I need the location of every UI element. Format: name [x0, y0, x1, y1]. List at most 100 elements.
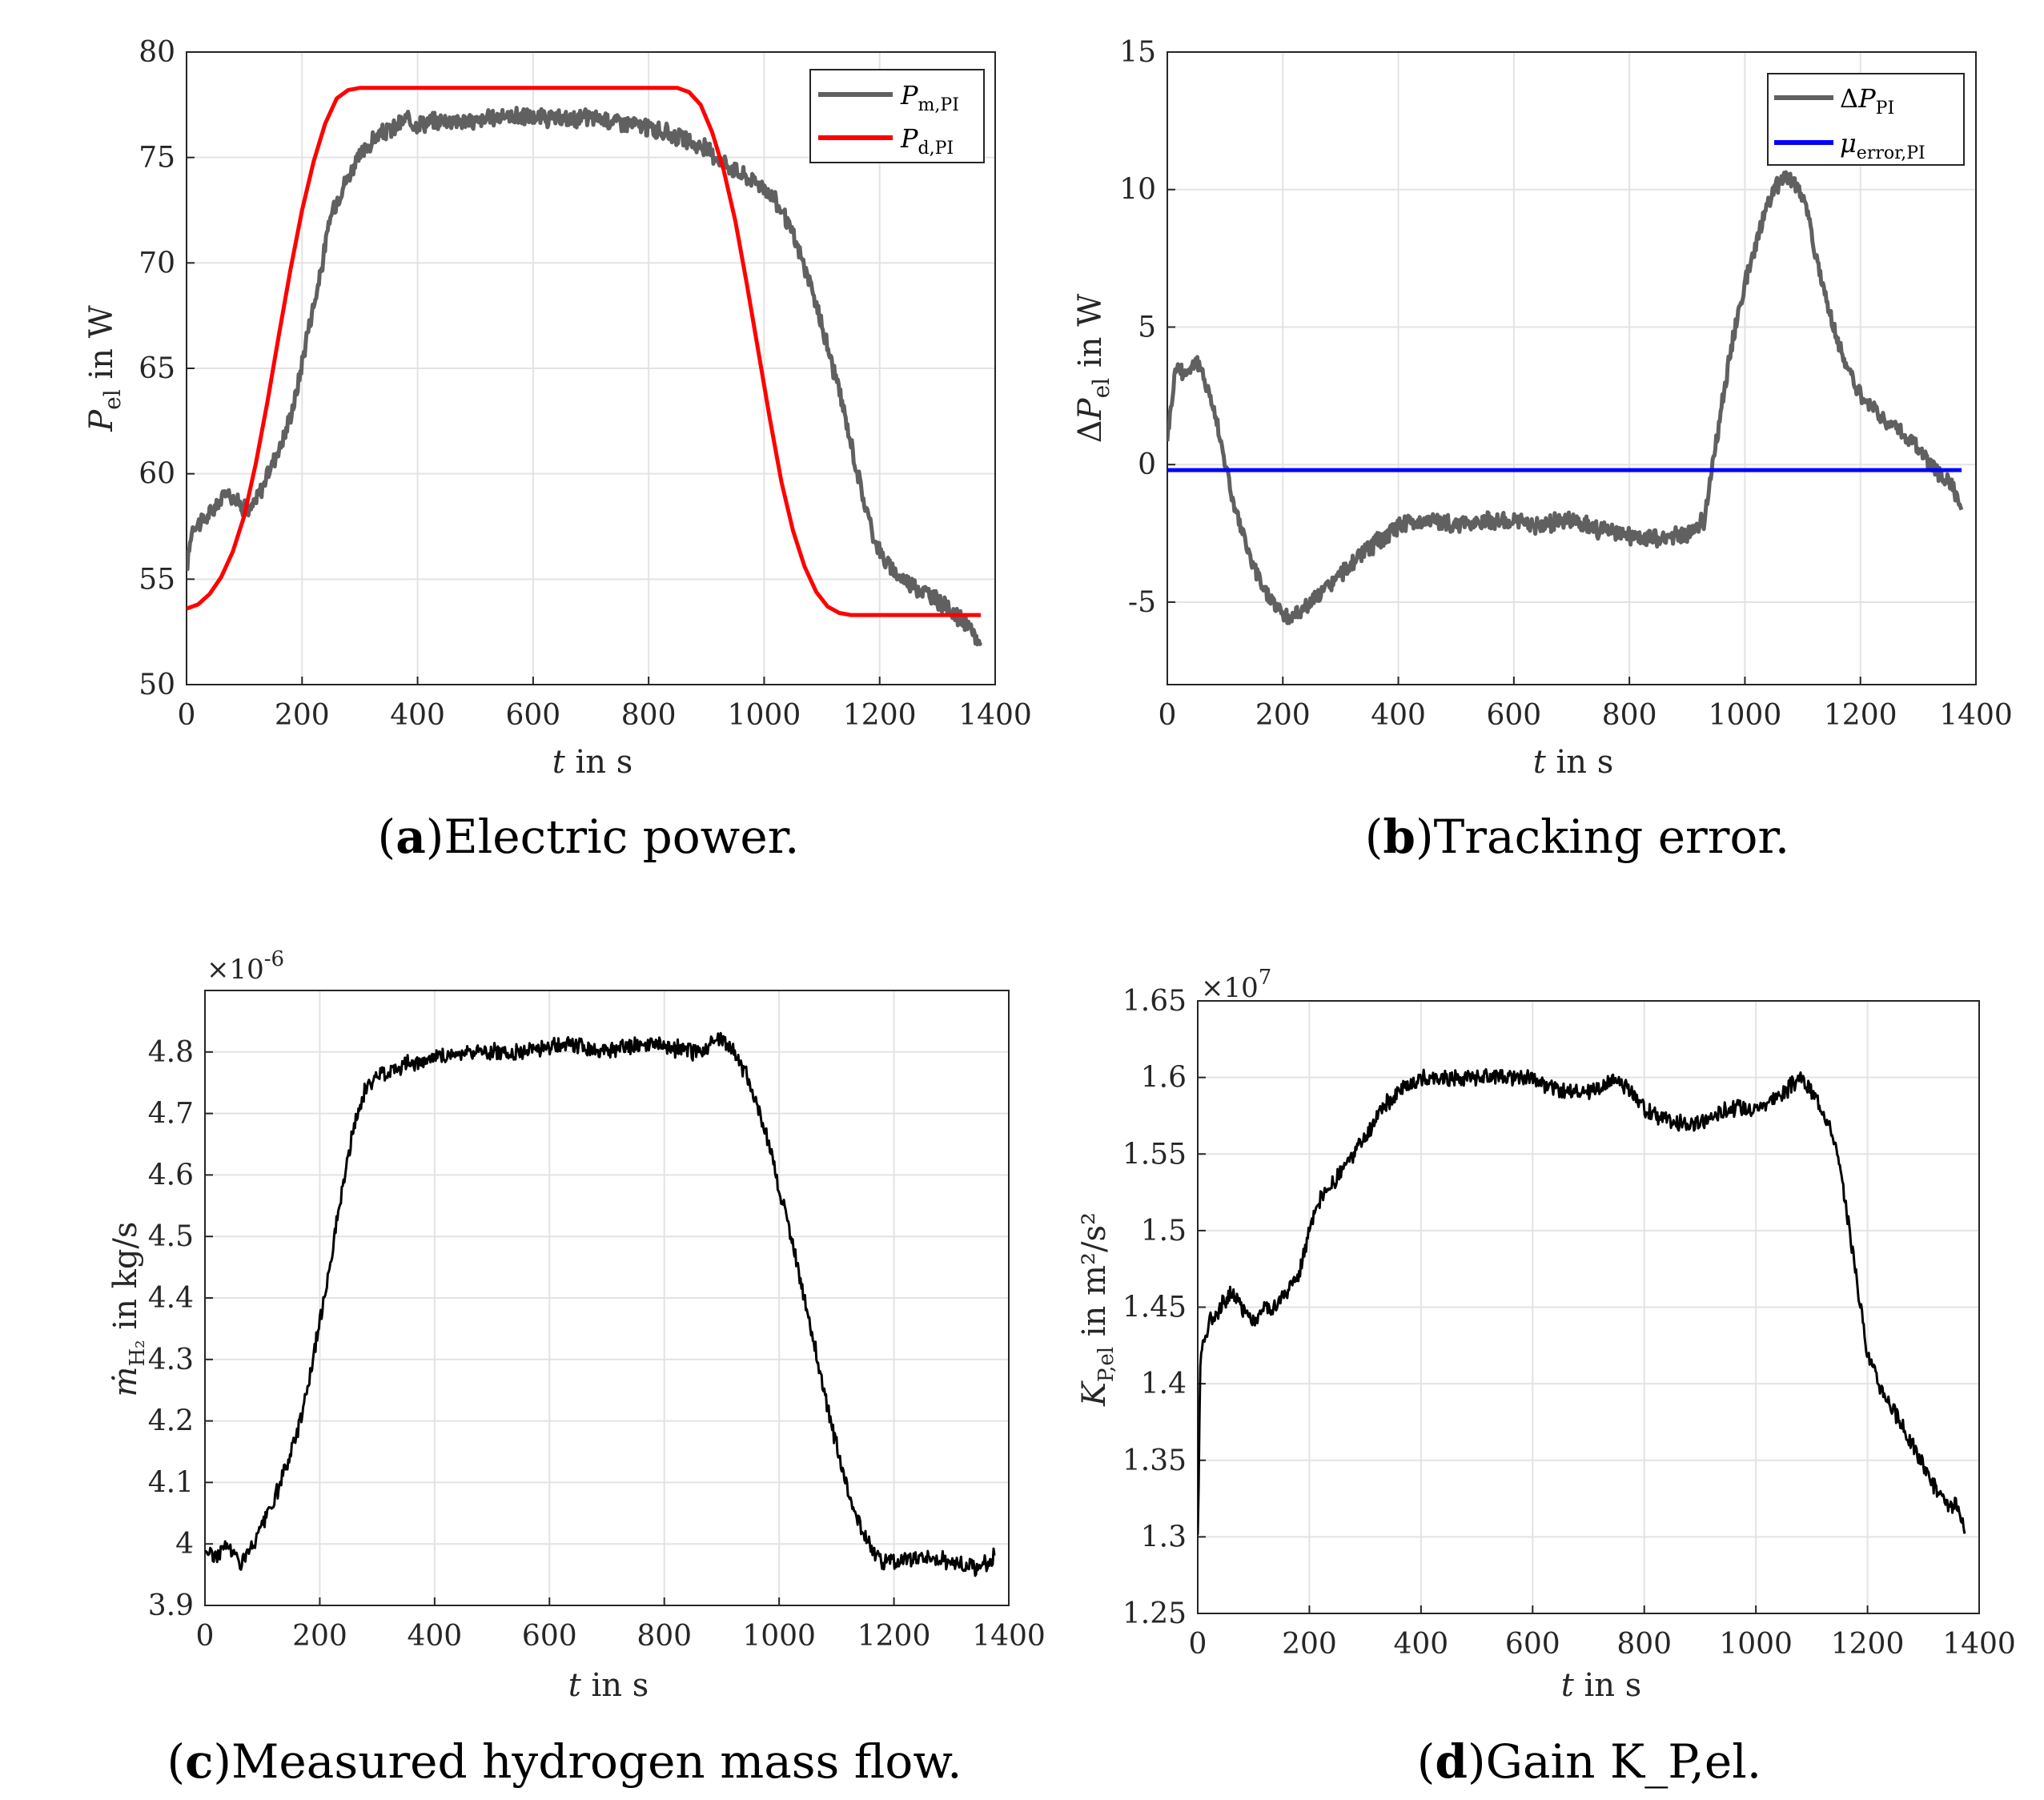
x-tick-label: 1200 [843, 699, 917, 732]
x-tick-label: 400 [407, 1620, 462, 1653]
x-tick-label: 1000 [728, 699, 801, 732]
y-tick-label: 80 [139, 36, 175, 69]
panel-b-legend-box [1767, 73, 1965, 166]
x-tick-label: 1000 [1709, 699, 1782, 732]
panel-b-tracking-error: 0 200 400 600 800 1000 1200 1400 -5 0 5 10 15 t in … [1072, 36, 2013, 864]
panel-d-y-label: KP,el in m²/s² [1076, 1212, 1118, 1407]
panel-b-x-label: t in s [1533, 744, 1614, 781]
panel-d-gain: 0 200 400 600 800 1000 1200 1400 1.25 1.3 1.35 1.4… [1076, 966, 2016, 1789]
panel-d-x-ticks: 0 200 400 600 800 1000 1200 1400 [1189, 1605, 2016, 1661]
panel-b-x-ticks: 0 200 400 600 800 1000 1200 1400 [1159, 677, 2013, 732]
x-tick-label: 1000 [1719, 1628, 1793, 1661]
panel-b-legend: ΔPPI μerror,PI [1767, 73, 1965, 166]
y-tick-label: 0 [1138, 448, 1156, 481]
panel-b-series [1167, 170, 1964, 625]
panel-b-plot-frame [1167, 51, 1977, 685]
panel-d-y-ticks: 1.25 1.3 1.35 1.4 1.45 1.5 1.55 1.6 1.65 [1122, 985, 1206, 1630]
y-tick-label: 4.7 [148, 1098, 194, 1131]
x-tick-label: 400 [1371, 699, 1426, 732]
panel-b-y-ticks: -5 0 5 10 15 [1119, 36, 1175, 619]
y-tick-label: 65 [139, 352, 175, 385]
panel-a-electric-power: 0 200 400 600 800 1000 1200 1400 50 55 60 65 70 75 80… [83, 36, 1032, 864]
panel-c-y-label: ṁH₂ in kg/s [107, 1222, 150, 1397]
y-tick-label: 1.3 [1141, 1521, 1187, 1553]
series-line-b-0 [1167, 170, 1964, 625]
x-tick-label: 200 [292, 1620, 347, 1653]
y-tick-label: 4.6 [148, 1159, 194, 1191]
x-tick-label: 600 [1486, 699, 1541, 732]
series-line-d-0 [1198, 1068, 1966, 1535]
x-tick-label: 1400 [958, 699, 1032, 732]
panel-b-y-label: ΔPel in W [1072, 294, 1114, 443]
panel-b-legend-label-dp: ΔPPI [1840, 83, 1894, 119]
x-tick-label: 600 [1505, 1628, 1560, 1661]
y-tick-label: 70 [139, 247, 175, 279]
panel-c-hydrogen-mass-flow: 0 200 400 600 800 1000 1200 1400 3.9 4 4.1 4.2 4.3 4… [107, 947, 1046, 1789]
panel-a-legend: Pm,PI Pd,PI [809, 69, 985, 163]
panel-c-x-label: t in s [568, 1667, 649, 1704]
y-tick-label: -5 [1128, 586, 1156, 619]
y-tick-label: 60 [139, 458, 175, 491]
x-tick-label: 0 [196, 1620, 215, 1653]
y-tick-label: 5 [1138, 311, 1156, 344]
x-tick-label: 800 [636, 1620, 692, 1653]
x-tick-label: 400 [1393, 1628, 1448, 1661]
panel-d-y-exponent: ×107 [1201, 966, 1271, 1004]
y-tick-label: 1.25 [1122, 1597, 1187, 1630]
panel-a-legend-box [809, 69, 985, 163]
x-tick-label: 1400 [1939, 699, 2013, 732]
x-tick-label: 0 [1189, 1628, 1207, 1661]
y-tick-label: 1.5 [1141, 1215, 1187, 1248]
panel-d-x-label: t in s [1561, 1667, 1642, 1704]
x-tick-label: 1200 [1831, 1628, 1905, 1661]
x-tick-label: 0 [178, 699, 196, 732]
y-tick-label: 15 [1119, 36, 1156, 69]
panel-d-caption: (d)Gain K_P,el. [1417, 1734, 1761, 1789]
x-tick-label: 200 [275, 699, 330, 732]
series-line-c-0 [205, 1031, 996, 1577]
y-tick-label: 55 [139, 563, 175, 596]
panel-b-legend-label-mu: μerror,PI [1840, 128, 1926, 163]
panel-b-caption: (b)Tracking error. [1365, 810, 1789, 864]
panel-a-x-label: t in s [552, 744, 633, 781]
panel-a-y-label: Pel in W [83, 305, 126, 432]
panel-c-series [205, 1031, 996, 1577]
y-tick-label: 1.4 [1141, 1368, 1187, 1400]
series-line-a-1 [187, 86, 981, 617]
panel-d-series [1198, 1068, 1966, 1535]
y-tick-label: 4.1 [148, 1466, 194, 1499]
panel-a-legend-label-pm: Pm,PI [900, 80, 959, 115]
x-tick-label: 400 [390, 699, 445, 732]
x-tick-label: 800 [1602, 699, 1657, 732]
y-tick-label: 1.45 [1122, 1292, 1187, 1324]
x-tick-label: 200 [1255, 699, 1311, 732]
y-tick-label: 4.2 [148, 1405, 194, 1438]
y-tick-label: 4.3 [148, 1344, 194, 1376]
y-tick-label: 75 [139, 142, 175, 175]
x-tick-label: 1000 [742, 1620, 816, 1653]
y-tick-label: 4.8 [148, 1036, 194, 1069]
panel-a-caption: (a)Electric power. [378, 810, 800, 864]
panel-c-caption: (c)Measured hydrogen mass flow. [167, 1734, 962, 1789]
y-tick-label: 1.55 [1122, 1138, 1187, 1171]
panel-c-y-exponent: ×10-6 [207, 947, 284, 986]
x-tick-label: 1400 [1942, 1628, 2016, 1661]
x-tick-label: 800 [621, 699, 677, 732]
y-tick-label: 3.9 [148, 1589, 194, 1622]
x-tick-label: 600 [505, 699, 560, 732]
x-tick-label: 1200 [857, 1620, 931, 1653]
y-tick-label: 1.65 [1122, 985, 1187, 1018]
panel-c-x-ticks: 0 200 400 600 800 1000 1200 1400 [196, 1597, 1046, 1653]
panel-a-series [187, 86, 983, 647]
y-tick-label: 1.35 [1122, 1444, 1187, 1477]
y-tick-label: 10 [1119, 174, 1156, 207]
x-tick-label: 0 [1159, 699, 1177, 732]
y-tick-label: 4.5 [148, 1220, 194, 1253]
x-tick-label: 1400 [972, 1620, 1046, 1653]
y-tick-label: 1.6 [1141, 1062, 1187, 1095]
panel-a-legend-label-pd: Pd,PI [900, 123, 954, 159]
panel-c-y-ticks: 3.9 4 4.1 4.2 4.3 4.4 4.5 4.6 4.7 4.8 [148, 1036, 213, 1622]
x-tick-label: 600 [522, 1620, 577, 1653]
